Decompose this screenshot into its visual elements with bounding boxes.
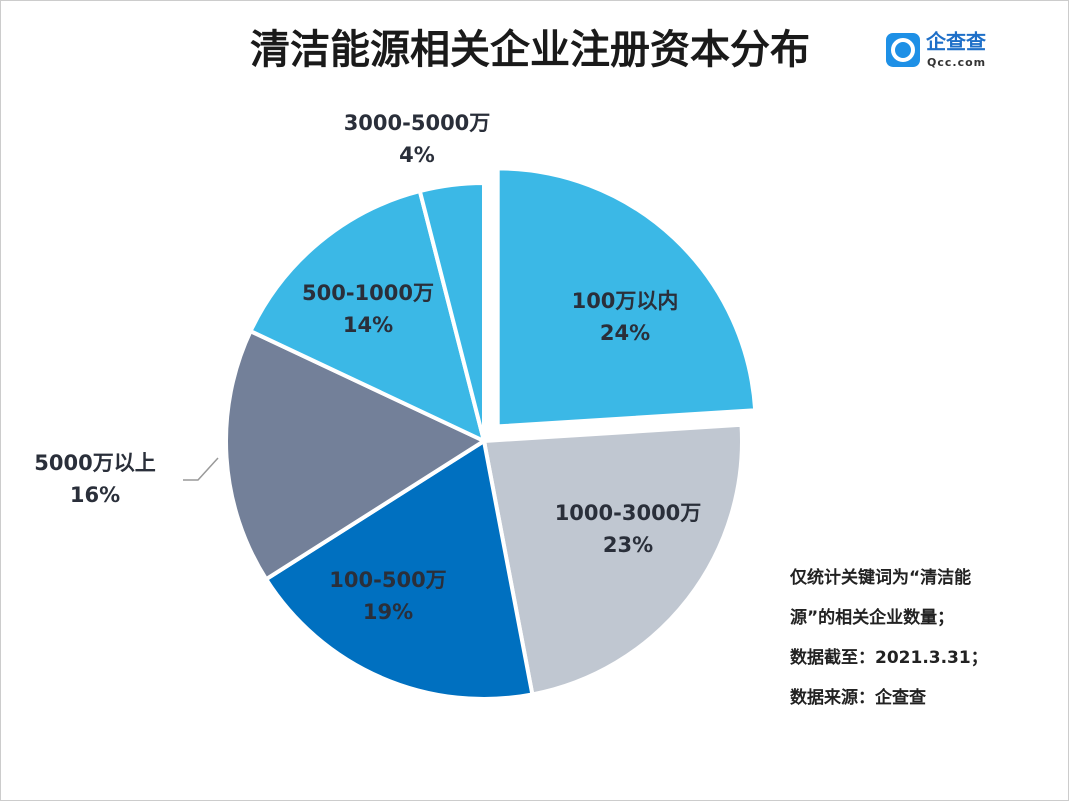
slice-value: 4% — [399, 143, 435, 167]
slice-label: 100-500万 — [329, 568, 446, 592]
note: 数据来源：企查查 — [790, 687, 927, 708]
slice-label: 100万以内 — [572, 289, 679, 313]
chart-title: 清洁能源相关企业注册资本分布 — [250, 27, 810, 73]
note: 源”的相关企业数量； — [790, 607, 954, 628]
slice-value: 19% — [363, 600, 413, 624]
slice-label: 3000-5000万 — [344, 111, 491, 135]
pie-slice — [417, 180, 486, 442]
pie-slice — [481, 422, 744, 697]
pie-slice — [495, 166, 758, 429]
logo-q — [891, 38, 915, 62]
pie-slice — [224, 328, 489, 583]
slice-label: 500-1000万 — [302, 281, 434, 305]
pie-slice — [247, 188, 487, 445]
logo-name: 企查查 — [925, 30, 986, 54]
logo: 企查查 Qcc.com — [886, 30, 986, 69]
logo-site: Qcc.com — [927, 56, 986, 69]
pie-slice — [263, 437, 535, 701]
slice-value: 14% — [343, 313, 393, 337]
leader-line — [183, 457, 219, 481]
slice-value: 24% — [600, 321, 650, 345]
logo-icon — [886, 33, 920, 67]
slice-value: 23% — [603, 533, 653, 557]
slice-label: 1000-3000万 — [555, 501, 702, 525]
slice-value: 16% — [70, 483, 120, 507]
note: 仅统计关键词为“清洁能 — [789, 567, 971, 588]
note: 数据截至：2021.3.31； — [790, 647, 988, 668]
slice-label: 5000万以上 — [34, 451, 155, 475]
